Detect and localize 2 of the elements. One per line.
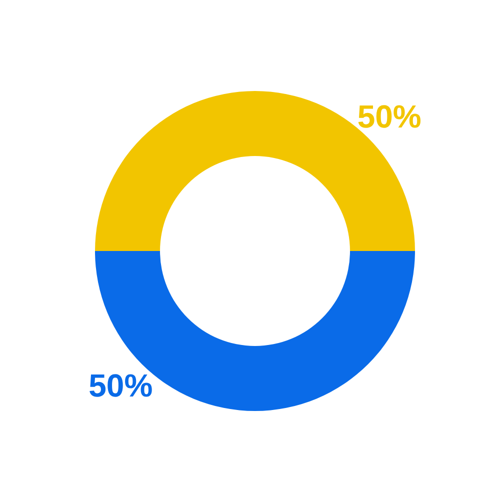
data-label: 50% bbox=[88, 367, 153, 404]
data-label: 50% bbox=[357, 98, 422, 135]
